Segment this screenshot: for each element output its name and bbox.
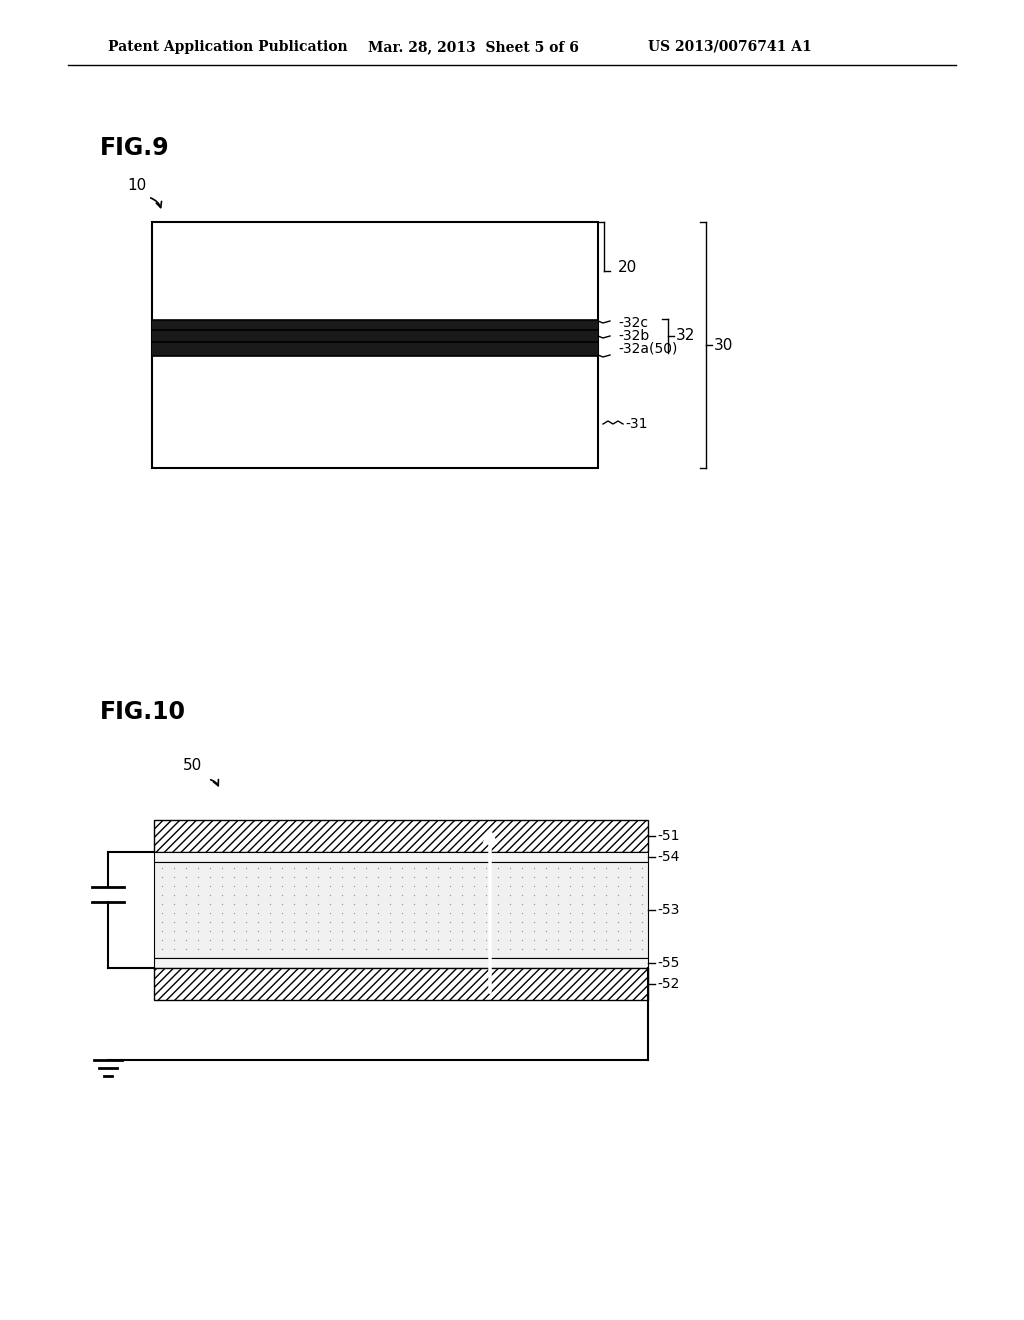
Text: -53: -53 [657, 903, 679, 917]
Text: US 2013/0076741 A1: US 2013/0076741 A1 [648, 40, 812, 54]
Bar [154, 862, 648, 958]
Text: -31: -31 [625, 417, 647, 432]
Text: Mar. 28, 2013  Sheet 5 of 6: Mar. 28, 2013 Sheet 5 of 6 [368, 40, 579, 54]
Bar [152, 319, 598, 330]
Bar [152, 222, 598, 469]
Text: Patent Application Publication: Patent Application Publication [108, 40, 347, 54]
Text: 30: 30 [714, 338, 733, 352]
Text: FIG.9: FIG.9 [100, 136, 170, 160]
Bar [152, 330, 598, 342]
Bar [154, 968, 648, 1001]
Bar [154, 851, 648, 862]
Text: FIG.10: FIG.10 [100, 700, 186, 723]
Bar [154, 820, 648, 851]
Text: 20: 20 [618, 260, 637, 276]
Text: -51: -51 [657, 829, 680, 843]
Text: 50: 50 [183, 758, 203, 772]
Text: 32: 32 [676, 329, 695, 343]
Text: -54: -54 [657, 850, 679, 865]
Text: 10: 10 [127, 177, 146, 193]
Bar [154, 958, 648, 968]
Text: -55: -55 [657, 956, 679, 970]
Text: -52: -52 [657, 977, 679, 991]
Text: -32b: -32b [618, 329, 649, 343]
Bar [152, 342, 598, 356]
Text: -32c: -32c [618, 315, 648, 330]
Text: -32a(50): -32a(50) [618, 342, 677, 356]
